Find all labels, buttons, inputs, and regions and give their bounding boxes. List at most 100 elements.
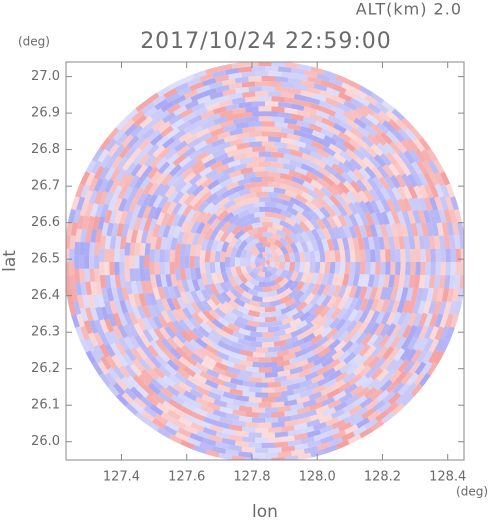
field-cell (421, 149, 433, 163)
field-cell (192, 164, 207, 176)
field-cell (152, 315, 164, 330)
field-cell (155, 172, 168, 186)
field-cell (300, 230, 311, 243)
field-cell (306, 429, 321, 438)
field-cell (168, 433, 183, 445)
field-cell (389, 369, 402, 383)
field-cell (104, 343, 116, 358)
field-cell (290, 413, 305, 421)
field-cell (274, 141, 288, 149)
field-cell (395, 370, 408, 384)
field-cell (278, 322, 292, 331)
field-cell (137, 305, 147, 320)
field-cell (391, 198, 402, 213)
field-cell (318, 100, 333, 110)
field-cell (156, 110, 170, 122)
field-cell (269, 256, 276, 262)
field-cell (294, 443, 309, 451)
field-cell (165, 420, 180, 432)
field-cell (235, 430, 249, 438)
field-cell (265, 66, 279, 72)
field-cell (149, 339, 162, 353)
field-cell (329, 194, 341, 207)
field-cell (252, 285, 263, 292)
y-tick-label: 26.8 (31, 142, 60, 157)
field-cell (271, 411, 285, 418)
field-cell (219, 251, 226, 262)
field-cell (269, 217, 281, 225)
field-cell (321, 117, 336, 128)
field-cell (215, 327, 229, 338)
field-cell (160, 200, 172, 214)
field-cell (352, 88, 367, 99)
field-cell (385, 380, 399, 394)
field-cell (434, 326, 445, 341)
field-cell (241, 313, 255, 322)
field-cell (261, 86, 275, 92)
field-cell (246, 355, 259, 363)
field-cell (174, 255, 180, 269)
field-cell (337, 214, 348, 228)
field-cell (218, 99, 233, 108)
field-cell (235, 384, 250, 392)
field-cell (199, 190, 213, 203)
field-cell (162, 400, 176, 412)
field-cell (196, 430, 211, 440)
field-cell (365, 113, 380, 126)
field-cell (214, 250, 221, 262)
field-cell (317, 376, 331, 387)
field-cell (80, 281, 87, 296)
field-cell (114, 248, 120, 262)
field-cell (164, 325, 176, 339)
field-cell (97, 149, 109, 163)
field-cell (259, 312, 271, 318)
field-cell (331, 163, 345, 175)
field-cell (274, 375, 288, 383)
field-cell (291, 67, 305, 75)
field-cell (312, 187, 326, 199)
field-cell (233, 216, 246, 227)
field-cell (226, 366, 241, 375)
field-cell (166, 174, 179, 188)
field-cell (195, 385, 210, 396)
field-cell (203, 355, 217, 367)
field-cell (306, 353, 321, 364)
field-cell (313, 207, 326, 220)
field-cell (274, 275, 284, 285)
field-cell (243, 334, 257, 342)
field-cell (134, 255, 140, 269)
field-cell (170, 394, 185, 406)
field-cell (275, 302, 287, 311)
field-cell (114, 262, 120, 276)
field-cell (90, 228, 98, 243)
field-cell (258, 422, 272, 428)
field-cell (212, 409, 227, 418)
field-cell (172, 190, 185, 204)
field-cell (385, 358, 398, 372)
field-cell (332, 84, 347, 94)
field-cell (382, 391, 396, 404)
field-cell (210, 387, 225, 397)
field-cell (232, 330, 245, 340)
field-cell (313, 157, 327, 169)
field-cell (241, 202, 255, 211)
field-cell (123, 336, 135, 350)
field-cell (322, 107, 337, 117)
field-cell (282, 352, 297, 361)
field-cell (195, 289, 206, 303)
field-cell (412, 300, 421, 315)
field-cell (261, 442, 276, 448)
field-cell (239, 219, 251, 229)
field-cell (109, 209, 118, 224)
field-cell (200, 109, 215, 120)
field-cell (384, 334, 396, 349)
field-cell (265, 146, 278, 153)
field-cell (70, 288, 78, 302)
field-cell (319, 262, 326, 274)
field-cell (262, 186, 275, 193)
field-cell (235, 132, 250, 140)
field-cell (290, 186, 304, 196)
field-cell (287, 87, 302, 95)
field-cell (172, 129, 186, 141)
field-cell (115, 342, 127, 356)
